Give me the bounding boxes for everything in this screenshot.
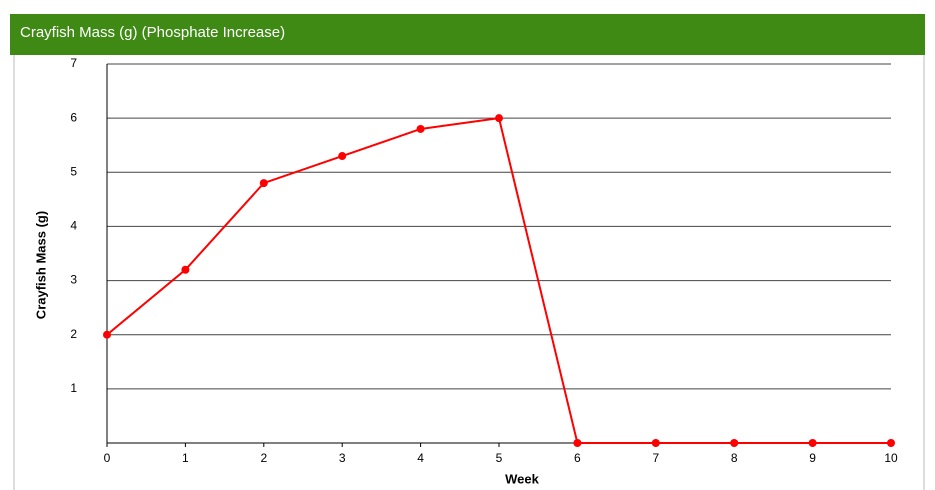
x-tick-label: 7 — [652, 451, 659, 465]
x-tick-label: 0 — [104, 451, 111, 465]
data-point — [181, 265, 190, 274]
data-point — [573, 439, 582, 447]
x-tick-label: 6 — [574, 451, 581, 465]
data-point — [651, 439, 660, 447]
data-point — [887, 439, 895, 447]
x-tick-label: 4 — [417, 451, 424, 465]
y-tick-label: 3 — [70, 273, 77, 287]
x-axis-title: Week — [505, 471, 539, 486]
data-point — [730, 439, 739, 447]
x-tick-label: 5 — [496, 451, 503, 465]
y-axis-title: Crayfish Mass (g) — [33, 211, 48, 319]
y-tick-label: 1 — [70, 381, 77, 395]
x-tick-label: 1 — [182, 451, 189, 465]
x-tick-label: 10 — [884, 451, 898, 465]
x-tick-label: 3 — [339, 451, 346, 465]
data-point — [808, 439, 817, 447]
data-point — [495, 114, 503, 123]
y-tick-label: 6 — [70, 110, 77, 124]
data-point — [338, 152, 347, 161]
x-tick-label: 2 — [260, 451, 267, 465]
y-tick-label: 7 — [70, 56, 77, 70]
y-tick-label: 4 — [70, 219, 77, 233]
data-point — [259, 179, 268, 188]
header-bar — [10, 14, 925, 55]
data-point — [416, 124, 425, 133]
chart-title: Crayfish Mass (g) (Phosphate Increase) — [20, 24, 285, 41]
y-tick-label: 5 — [70, 164, 77, 178]
x-tick-label: 8 — [731, 451, 738, 465]
data-point — [103, 330, 111, 339]
y-tick-label: 2 — [70, 327, 77, 341]
x-tick-label: 9 — [809, 451, 816, 465]
